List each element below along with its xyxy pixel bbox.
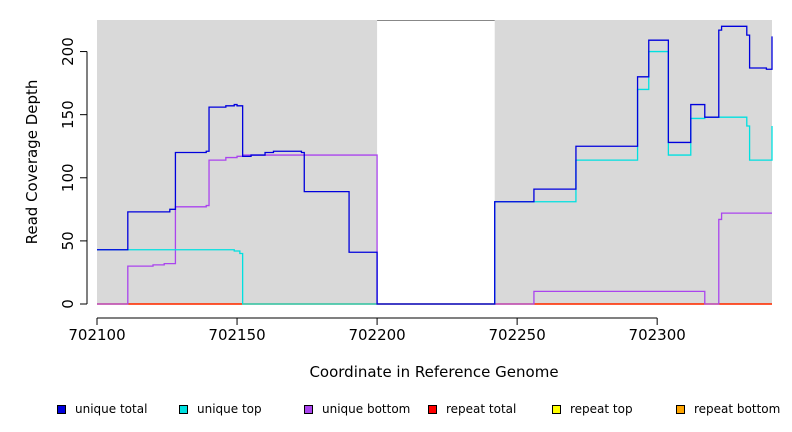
- y-tick-label: 50: [59, 231, 77, 250]
- legend: unique total unique top unique bottom repea…: [0, 400, 792, 418]
- legend-item-unique-bottom: unique bottom: [304, 400, 410, 418]
- series-line-unique-top: [97, 50, 773, 305]
- coverage-chart: 702100 702150 702200 702250 702300 0 50 100 150 2…: [23, 20, 773, 381]
- legend-item-unique-top: unique top: [179, 400, 262, 418]
- legend-item-repeat-total: repeat total: [428, 400, 516, 418]
- x-axis-label: Coordinate in Reference Genome: [309, 363, 558, 381]
- y-axis-label: Read Coverage Depth: [23, 80, 41, 245]
- legend-label: unique top: [197, 402, 262, 416]
- legend-label: unique bottom: [322, 402, 411, 416]
- legend-item-repeat-bottom: repeat bottom: [676, 400, 780, 418]
- series-line-unique-total: [97, 25, 773, 305]
- y-tick-label: 150: [59, 100, 77, 129]
- legend-item-unique-total: unique total: [57, 400, 147, 418]
- legend-label: unique total: [75, 402, 148, 416]
- x-tick-label: 702250: [488, 326, 545, 344]
- series-line-unique-bottom: [97, 154, 772, 305]
- legend-swatch: [179, 404, 188, 414]
- legend-swatch: [57, 404, 66, 414]
- legend-label: repeat total: [446, 402, 517, 416]
- x-tick-label: 702100: [68, 326, 125, 344]
- x-tick-label: 702200: [348, 326, 405, 344]
- y-tick-label: 0: [59, 299, 77, 309]
- legend-label: repeat bottom: [694, 402, 781, 416]
- legend-swatch: [552, 404, 561, 414]
- legend-swatch: [676, 404, 685, 414]
- y-tick-label: 200: [59, 37, 77, 66]
- unshaded-region: [377, 20, 495, 304]
- legend-item-repeat-top: repeat top: [552, 400, 633, 418]
- x-tick-label: 702150: [208, 326, 265, 344]
- x-tick-label: 702300: [629, 326, 686, 344]
- legend-label: repeat top: [570, 402, 633, 416]
- legend-swatch: [428, 404, 437, 414]
- y-tick-label: 100: [59, 163, 77, 192]
- legend-swatch: [304, 404, 313, 414]
